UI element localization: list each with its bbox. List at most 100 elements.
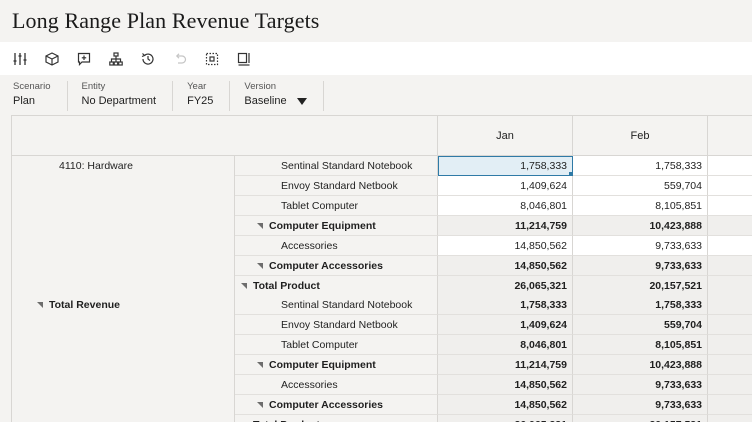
data-cell[interactable]: 8,105,851 [573, 335, 708, 355]
row-label[interactable]: Computer Equipment [235, 355, 438, 375]
comment-icon[interactable] [76, 51, 92, 67]
pov-year[interactable]: Year FY25 [187, 81, 231, 111]
data-cell-value: 559,704 [664, 179, 702, 192]
data-cell-value: 14,850,562 [514, 398, 567, 411]
row-label-text: Envoy Standard Netbook [281, 179, 398, 192]
row-label[interactable]: Envoy Standard Netbook [235, 315, 438, 335]
data-cell[interactable]: 11,214,759 [438, 355, 573, 375]
pov-scenario[interactable]: Scenario Plan [13, 81, 68, 111]
row-label[interactable]: Computer Accessories [235, 395, 438, 415]
collapse-triangle-icon[interactable] [257, 222, 263, 229]
data-cell[interactable]: 1,409,624 [438, 315, 573, 335]
row-group-label: Total Revenue [49, 299, 120, 311]
dropdown-caret-icon[interactable] [296, 97, 307, 105]
data-cell[interactable]: 8,105,851 [573, 196, 708, 216]
data-cell[interactable]: 559,704 [573, 315, 708, 335]
data-cell-next[interactable] [708, 276, 752, 296]
data-grid: Jan Feb 4110: Hardware Sentinal Standard … [11, 115, 752, 422]
row-label[interactable]: Total Product [235, 276, 438, 296]
data-cell-next[interactable] [708, 415, 752, 422]
data-cell[interactable]: 1,758,333 [438, 156, 574, 177]
data-cell-value: 10,423,888 [649, 358, 702, 371]
row-label[interactable]: Sentinal Standard Notebook [235, 295, 438, 315]
row-label-text: Total Product [253, 279, 320, 292]
data-cell[interactable]: 8,046,801 [438, 335, 573, 355]
row-label[interactable]: Tablet Computer [235, 335, 438, 355]
row-label-text: Accessories [281, 378, 338, 391]
data-cell-next[interactable] [708, 315, 752, 335]
grid-corner [12, 116, 438, 156]
data-cell-value: 11,214,759 [515, 358, 567, 371]
grid-icon[interactable] [204, 51, 220, 67]
fill-handle[interactable] [569, 172, 574, 177]
data-cell-next[interactable] [708, 236, 752, 256]
data-cell[interactable]: 20,157,521 [573, 276, 708, 296]
data-cell[interactable]: 1,758,333 [573, 156, 708, 176]
data-cell-next[interactable] [708, 335, 752, 355]
data-cell-value: 1,758,333 [520, 298, 567, 311]
row-label[interactable]: Accessories [235, 375, 438, 395]
data-cell[interactable]: 14,850,562 [438, 395, 573, 415]
adjust-icon[interactable] [12, 51, 28, 67]
data-cell[interactable]: 9,733,633 [573, 375, 708, 395]
data-cell-value: 20,157,521 [649, 279, 702, 292]
pov-scenario-label: Scenario [13, 81, 51, 92]
column-header-jan[interactable]: Jan [438, 116, 573, 156]
cube-icon[interactable] [44, 51, 60, 67]
table-row: Total Product 26,065,321 20,157,521 [235, 415, 752, 422]
data-cell[interactable]: 20,157,521 [573, 415, 708, 422]
data-cell[interactable]: 1,409,624 [438, 176, 573, 196]
table-row: Total Product 26,065,321 20,157,521 [235, 276, 752, 296]
data-cell-next[interactable] [708, 176, 752, 196]
data-cell-value: 8,105,851 [655, 199, 702, 212]
data-cell[interactable]: 10,423,888 [573, 216, 708, 236]
row-label[interactable]: Computer Equipment [235, 216, 438, 236]
pov-entity[interactable]: Entity No Department [82, 81, 174, 111]
history-icon[interactable] [140, 51, 156, 67]
data-cell-next[interactable] [708, 395, 752, 415]
collapse-triangle-icon[interactable] [257, 361, 263, 368]
data-cell[interactable]: 1,758,333 [573, 295, 708, 315]
data-cell-next[interactable] [708, 355, 752, 375]
data-cell[interactable]: 26,065,321 [438, 276, 573, 296]
table-row: Envoy Standard Netbook 1,409,624 559,704 [235, 315, 752, 335]
data-cell-next[interactable] [708, 156, 752, 176]
row-group-label-wrap[interactable]: 4110: Hardware [59, 160, 133, 172]
row-label[interactable]: Sentinal Standard Notebook [235, 156, 438, 176]
data-cell-next[interactable] [708, 256, 752, 276]
collapse-triangle-icon[interactable] [257, 401, 263, 408]
row-label[interactable]: Tablet Computer [235, 196, 438, 216]
data-cell[interactable]: 9,733,633 [573, 256, 708, 276]
data-cell[interactable]: 559,704 [573, 176, 708, 196]
layout-icon[interactable] [236, 51, 252, 67]
table-row: Sentinal Standard Notebook 1,758,333 1,758… [235, 156, 752, 177]
data-cell[interactable]: 8,046,801 [438, 196, 573, 216]
hierarchy-icon[interactable] [108, 51, 124, 67]
row-group-label-wrap[interactable]: Total Revenue [37, 299, 120, 311]
data-cell[interactable]: 14,850,562 [438, 256, 573, 276]
undo-icon[interactable] [172, 51, 188, 67]
data-cell-next[interactable] [708, 295, 752, 315]
data-cell-next[interactable] [708, 216, 752, 236]
data-cell[interactable]: 10,423,888 [573, 355, 708, 375]
data-cell-next[interactable] [708, 196, 752, 216]
row-label-text: Accessories [281, 239, 338, 252]
data-cell[interactable]: 26,065,321 [438, 415, 573, 422]
row-label[interactable]: Computer Accessories [235, 256, 438, 276]
data-cell-next[interactable] [708, 375, 752, 395]
data-cell[interactable]: 9,733,633 [573, 395, 708, 415]
collapse-triangle-icon[interactable] [257, 262, 263, 269]
row-label[interactable]: Accessories [235, 236, 438, 256]
row-label[interactable]: Envoy Standard Netbook [235, 176, 438, 196]
column-header-feb[interactable]: Feb [573, 116, 708, 156]
table-row: Tablet Computer 8,046,801 8,105,851 [235, 196, 752, 216]
row-label[interactable]: Total Product [235, 415, 438, 422]
data-cell[interactable]: 1,758,333 [438, 295, 573, 315]
pov-version[interactable]: Version Baseline [244, 81, 324, 111]
data-cell[interactable]: 9,733,633 [573, 236, 708, 256]
data-cell[interactable]: 11,214,759 [438, 216, 573, 236]
collapse-triangle-icon[interactable] [37, 302, 43, 308]
collapse-triangle-icon[interactable] [241, 282, 247, 289]
data-cell[interactable]: 14,850,562 [438, 236, 573, 256]
data-cell[interactable]: 14,850,562 [438, 375, 573, 395]
